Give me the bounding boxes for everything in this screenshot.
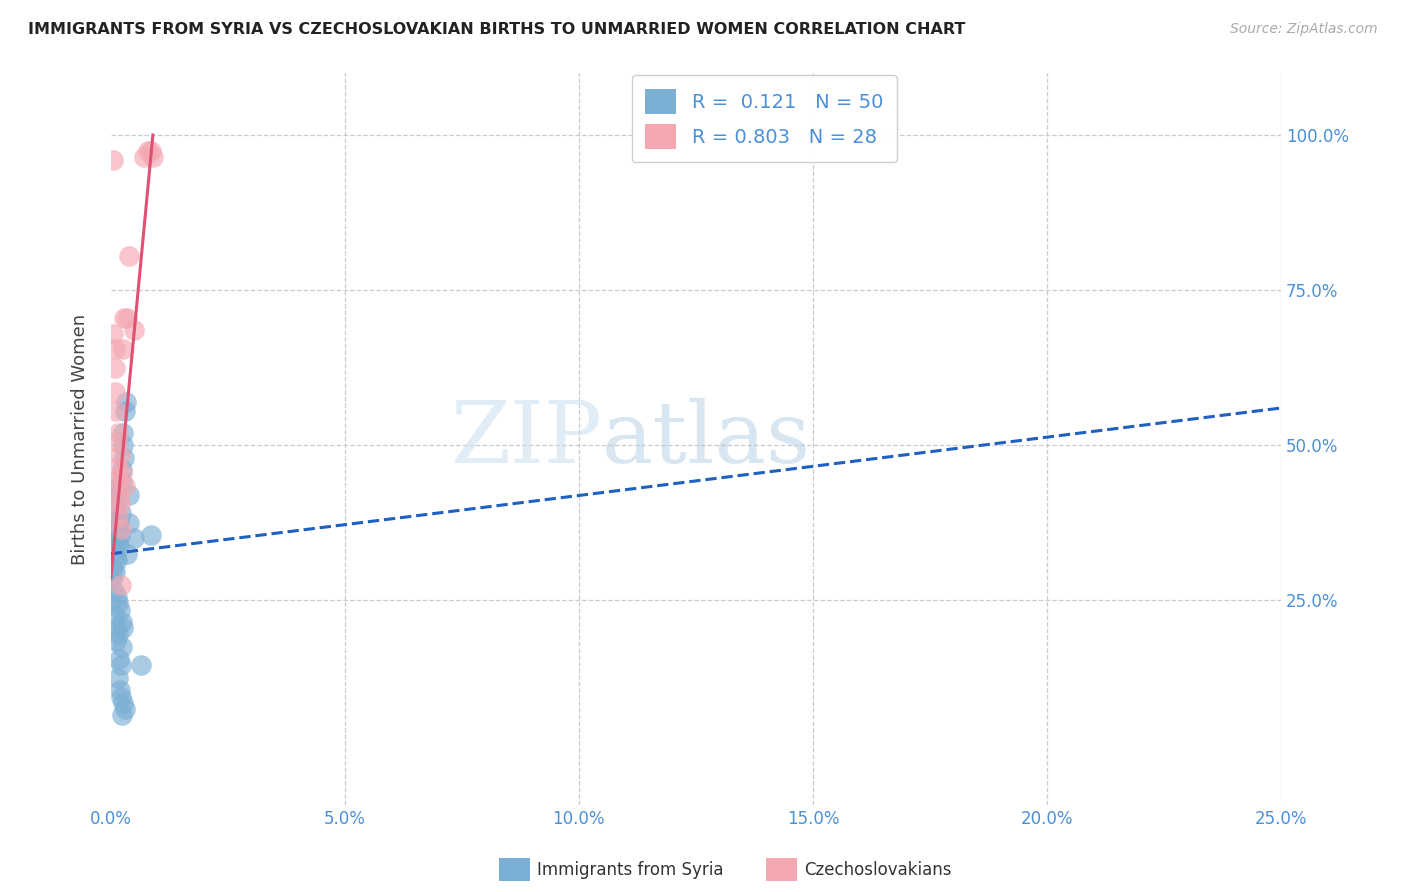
- Point: [114, 404, 136, 418]
- Point: [107, 519, 129, 533]
- Text: IMMIGRANTS FROM SYRIA VS CZECHOSLOVAKIAN BIRTHS TO UNMARRIED WOMEN CORRELATION C: IMMIGRANTS FROM SYRIA VS CZECHOSLOVAKIAN…: [28, 22, 966, 37]
- Point: [142, 150, 165, 164]
- Point: [104, 566, 127, 580]
- Point: [112, 425, 135, 440]
- Point: [112, 311, 135, 326]
- Point: [107, 425, 129, 440]
- Point: [111, 466, 134, 480]
- Point: [139, 144, 162, 158]
- Point: [105, 404, 128, 418]
- Point: [112, 450, 135, 465]
- Point: [101, 572, 124, 586]
- Point: [118, 488, 141, 502]
- Point: [103, 608, 125, 623]
- Text: atlas: atlas: [602, 398, 811, 481]
- Point: [103, 342, 125, 356]
- Point: [110, 658, 132, 673]
- Point: [115, 547, 138, 561]
- Point: [111, 696, 134, 710]
- Point: [108, 497, 131, 511]
- Point: [107, 472, 129, 486]
- Legend: R =  0.121   N = 50, R = 0.803   N = 28: R = 0.121 N = 50, R = 0.803 N = 28: [631, 76, 897, 162]
- Point: [105, 459, 128, 474]
- Point: [108, 448, 131, 462]
- Point: [110, 690, 132, 704]
- Point: [118, 249, 141, 263]
- Point: [104, 500, 127, 515]
- Point: [101, 562, 124, 576]
- Point: [101, 528, 124, 542]
- Point: [107, 627, 129, 641]
- Point: [110, 507, 132, 521]
- Point: [104, 385, 127, 400]
- Point: [107, 597, 129, 611]
- Point: [105, 435, 128, 450]
- Point: [114, 702, 136, 716]
- Point: [104, 621, 127, 635]
- Point: [129, 658, 152, 673]
- Point: [104, 360, 127, 375]
- Point: [101, 153, 124, 167]
- Text: Source: ZipAtlas.com: Source: ZipAtlas.com: [1230, 22, 1378, 37]
- Point: [136, 144, 159, 158]
- Point: [110, 475, 132, 490]
- Point: [107, 537, 129, 551]
- Point: [103, 534, 125, 549]
- Point: [107, 478, 129, 492]
- Text: Immigrants from Syria: Immigrants from Syria: [537, 861, 724, 879]
- Point: [111, 615, 134, 629]
- Point: [108, 513, 131, 527]
- Point: [108, 528, 131, 542]
- Point: [114, 478, 136, 492]
- Point: [111, 463, 134, 477]
- Point: [105, 553, 128, 567]
- Point: [117, 516, 139, 530]
- Point: [107, 478, 129, 492]
- Point: [105, 633, 128, 648]
- Point: [110, 578, 132, 592]
- Point: [139, 528, 162, 542]
- Text: ZIP: ZIP: [450, 398, 602, 481]
- Point: [111, 438, 134, 452]
- Point: [115, 311, 138, 326]
- Point: [103, 543, 125, 558]
- Point: [122, 531, 145, 545]
- Text: Czechoslovakians: Czechoslovakians: [804, 861, 952, 879]
- Point: [105, 488, 128, 502]
- Point: [101, 326, 124, 341]
- Point: [132, 150, 155, 164]
- Point: [110, 522, 132, 536]
- Point: [111, 640, 134, 654]
- Point: [108, 683, 131, 698]
- Y-axis label: Births to Unmarried Women: Births to Unmarried Women: [72, 313, 89, 565]
- Point: [114, 394, 136, 409]
- Point: [112, 621, 135, 635]
- Point: [112, 342, 135, 356]
- Point: [108, 602, 131, 616]
- Point: [108, 491, 131, 505]
- Point: [103, 513, 125, 527]
- Point: [104, 549, 127, 564]
- Point: [107, 652, 129, 666]
- Point: [111, 708, 134, 723]
- Point: [105, 591, 128, 605]
- Point: [105, 537, 128, 551]
- Point: [107, 671, 129, 685]
- Point: [107, 509, 129, 524]
- Point: [122, 323, 145, 337]
- Point: [103, 584, 125, 599]
